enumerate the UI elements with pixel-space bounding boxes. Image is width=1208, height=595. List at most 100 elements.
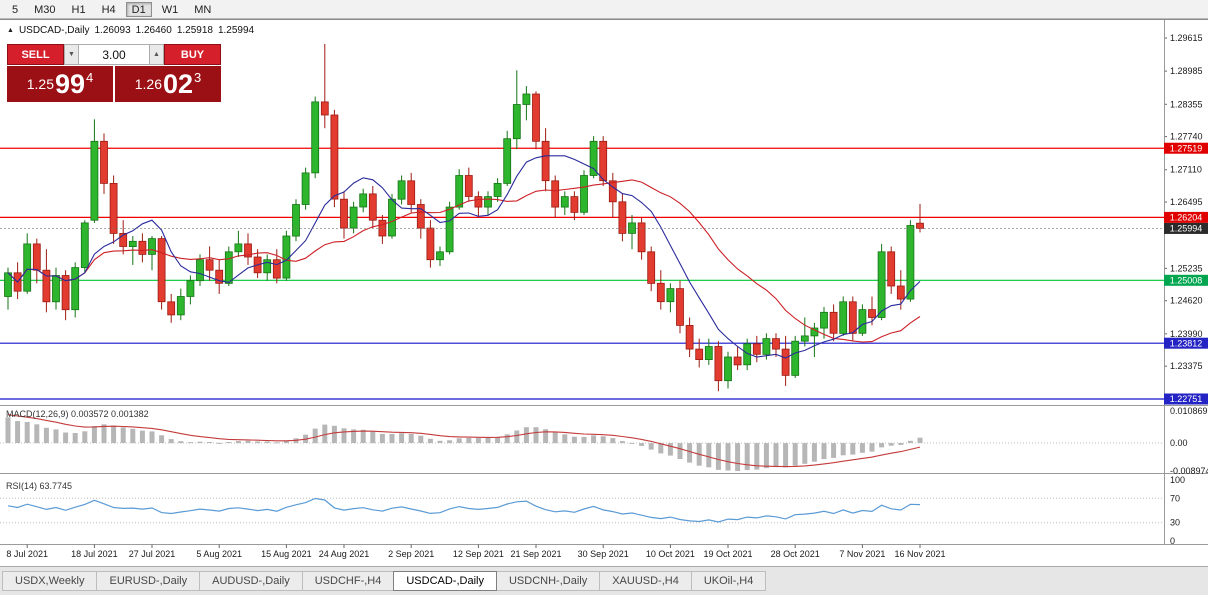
candle [330, 109, 339, 208]
macd-axis-zero: 0.00 [1170, 438, 1188, 448]
candle [292, 199, 300, 242]
candle [61, 270, 70, 321]
current-price-tag: 1.25994 [1164, 222, 1208, 234]
price-axis-label: 1.28355 [1170, 99, 1203, 109]
candle [877, 243, 886, 321]
chart-tab-bar: USDX,Weekly EURUSD-,Daily AUDUSD-,Daily USD… [0, 566, 1208, 595]
chart-canvas[interactable]: 1.296151.289851.283551.277401.271101.264… [0, 20, 1208, 567]
tab-audusd-daily[interactable]: AUDUSD-,Daily [199, 571, 303, 591]
date-axis-label: 5 Aug 2021 [196, 549, 242, 559]
candle [100, 133, 108, 194]
rsi-line [7, 497, 921, 523]
one-click-trade-panel: SELL ▼ ▲ BUY 1.25 99 4 1.26 02 3 [7, 44, 221, 102]
candle [215, 259, 224, 294]
candle [426, 220, 435, 268]
tab-xauusd-h4[interactable]: XAUUSD-,H4 [599, 571, 692, 591]
candle [320, 44, 329, 129]
date-axis-label: 2 Sep 2021 [388, 549, 434, 559]
candle [52, 267, 60, 310]
ohlc-low: 1.25918 [176, 25, 213, 36]
buy-button[interactable]: BUY [164, 44, 221, 65]
candle [868, 296, 876, 326]
price-axis-label: 1.27110 [1170, 165, 1202, 175]
tab-usdcad-daily[interactable]: USDCAD-,Daily [393, 571, 497, 591]
candle [724, 351, 732, 389]
date-axis-label: 19 Oct 2021 [703, 549, 752, 559]
candle [666, 283, 675, 313]
candle [109, 175, 118, 244]
volume-input[interactable] [79, 44, 149, 65]
candle [340, 191, 348, 239]
volume-decrease-button[interactable]: ▼ [64, 44, 79, 65]
candle [23, 233, 32, 294]
price-axis-label: 1.28985 [1170, 66, 1203, 76]
macd-axis-min: -0.008974 [1170, 466, 1208, 476]
date-axis-label: 28 Oct 2021 [771, 549, 820, 559]
price-axis-label: 1.24620 [1170, 296, 1203, 306]
timeframe-button-d1[interactable]: D1 [125, 1, 152, 17]
candle [551, 175, 560, 218]
price-axis-label: 1.26495 [1170, 197, 1203, 207]
timeframe-button-h4[interactable]: H4 [101, 3, 116, 16]
level-price-tag: 1.25008 [1164, 274, 1208, 286]
tab-usdcnh-daily[interactable]: USDCNH-,Daily [495, 571, 601, 591]
chart-symbol-label: USDCAD-,Daily [18, 25, 90, 36]
candle [570, 191, 579, 221]
timeframe-button-mn[interactable]: MN [194, 3, 212, 16]
level-price-tag: 1.26204 [1164, 211, 1208, 223]
candle [378, 215, 387, 244]
candle [647, 246, 656, 292]
candle [532, 91, 540, 150]
tab-usdx-weekly[interactable]: USDX,Weekly [2, 571, 98, 591]
candle [695, 338, 704, 368]
candle [733, 346, 742, 371]
candle [311, 96, 320, 179]
level-price-tag: 1.23812 [1164, 337, 1208, 349]
candle [704, 338, 713, 365]
candle [436, 246, 444, 266]
candle [263, 254, 272, 281]
candle [80, 220, 89, 273]
trade-prices-row: 1.25 99 4 1.26 02 3 [7, 66, 221, 102]
candle [176, 288, 185, 321]
svg-text:1.22751: 1.22751 [1170, 394, 1203, 404]
candle [503, 130, 512, 186]
candle [186, 275, 195, 305]
timeframe-button-m30[interactable]: M30 [34, 3, 56, 16]
collapse-panel-icon[interactable]: ▲ [7, 27, 14, 34]
sell-price-display[interactable]: 1.25 99 4 [7, 66, 113, 102]
candle [896, 270, 905, 310]
candle [829, 304, 838, 342]
date-axis-label: 30 Sep 2021 [578, 549, 629, 559]
candle [359, 188, 368, 213]
timeframe-button-5[interactable]: 5 [12, 3, 19, 16]
timeframe-button-h1[interactable]: H1 [71, 3, 86, 16]
candle [791, 335, 800, 378]
candle [42, 249, 51, 313]
candle [416, 199, 425, 239]
tab-usdchf-h4[interactable]: USDCHF-,H4 [301, 571, 395, 591]
level-price-tag: 1.22751 [1164, 393, 1208, 405]
tab-ukoil-h4[interactable]: UKOil-,H4 [690, 571, 767, 591]
buy-price-display[interactable]: 1.26 02 3 [115, 66, 221, 102]
rsi-axis-label: 100 [1170, 475, 1185, 485]
date-axis-label: 18 Jul 2021 [71, 549, 118, 559]
candle [119, 220, 128, 255]
timeframe-button-w1[interactable]: W1 [161, 3, 179, 16]
svg-text:1.25994: 1.25994 [1170, 224, 1203, 234]
price-axis-label: 1.23375 [1170, 361, 1203, 371]
date-axis-label: 10 Oct 2021 [646, 549, 695, 559]
candle [752, 335, 761, 363]
candle [858, 304, 867, 336]
macd-signal-line [7, 414, 921, 468]
candle [522, 86, 531, 121]
candle [608, 172, 617, 218]
candle [493, 178, 502, 202]
candles-layer [4, 44, 924, 392]
sell-price-prefix: 1.25 [26, 76, 54, 92]
sell-button[interactable]: SELL [7, 44, 64, 65]
volume-increase-button[interactable]: ▲ [149, 44, 164, 65]
tab-eurusd-daily[interactable]: EURUSD-,Daily [96, 571, 201, 591]
candle [560, 191, 569, 215]
candle [148, 236, 156, 271]
